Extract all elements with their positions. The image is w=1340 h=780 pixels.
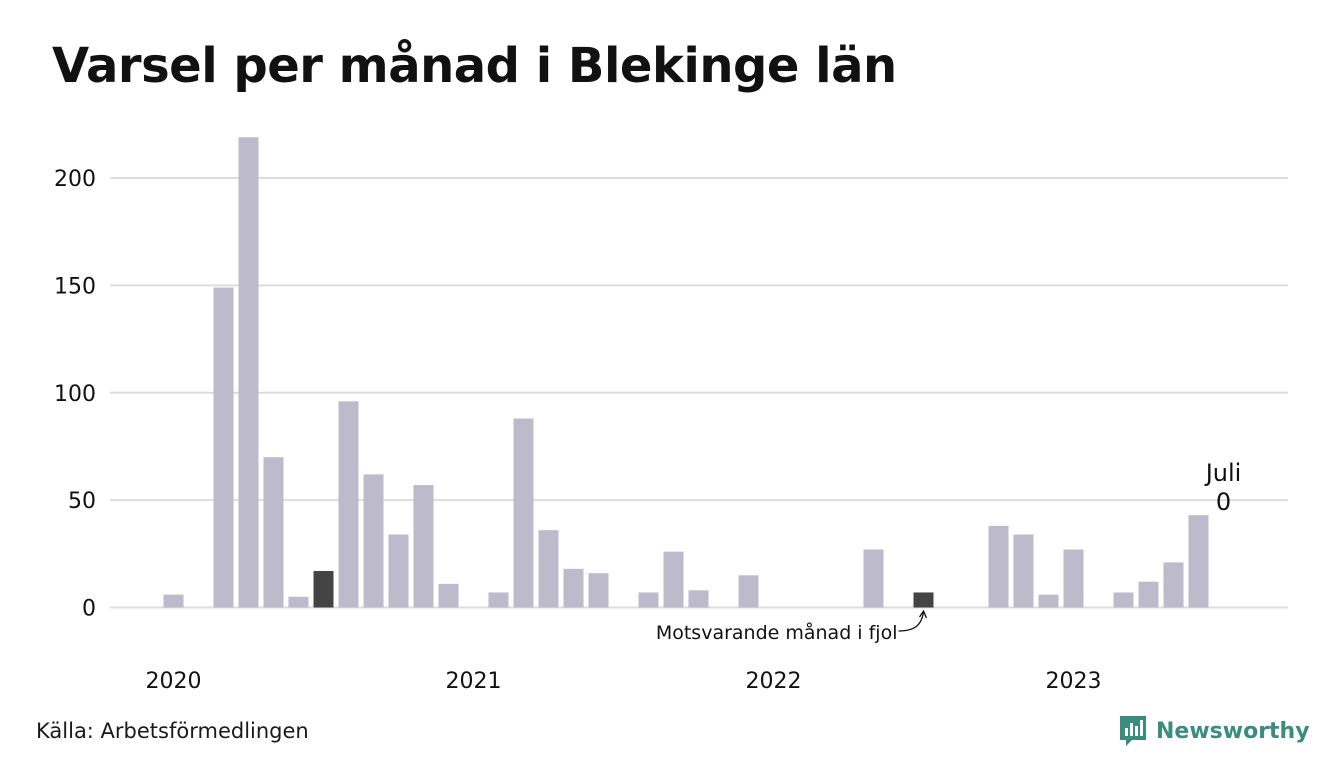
chart-speech-icon: [1120, 716, 1146, 746]
bar: [638, 592, 659, 608]
bar: [563, 568, 584, 608]
latest-month-value: 0: [1216, 488, 1231, 516]
source-credit: Källa: Arbetsförmedlingen: [36, 719, 309, 743]
bar: [263, 457, 284, 608]
bar: [313, 570, 334, 608]
bar: [338, 401, 359, 608]
x-tick-label: 2021: [446, 669, 502, 694]
latest-month-label: Juli: [1204, 459, 1242, 487]
bar: [213, 287, 234, 608]
brand-name: Newsworthy: [1156, 718, 1310, 744]
bar: [1163, 562, 1184, 608]
bar: [1013, 534, 1034, 608]
chart-title: Varsel per månad i Blekinge län: [52, 38, 897, 94]
bar: [588, 573, 609, 608]
y-axis-ticks: 0 50 100 150 200: [54, 167, 96, 622]
bar: [363, 474, 384, 608]
x-tick-label: 2022: [746, 669, 802, 694]
annotation-arrowhead: [918, 609, 928, 619]
bar: [513, 418, 534, 608]
bar: [488, 592, 509, 608]
bar: [913, 592, 934, 608]
bars: [163, 137, 1209, 608]
y-tick-label: 150: [54, 274, 96, 299]
y-tick-label: 0: [82, 597, 96, 622]
previous-year-annotation: Motsvarande månad i fjol: [656, 621, 898, 644]
bar: [688, 590, 709, 608]
x-tick-label: 2023: [1046, 669, 1102, 694]
bar: [663, 551, 684, 608]
y-tick-label: 100: [54, 382, 96, 407]
x-axis-year-labels: 2020 2021 2022 2023: [146, 669, 1102, 694]
bar: [163, 594, 184, 608]
bar: [438, 583, 459, 608]
x-tick-label: 2020: [146, 669, 202, 694]
gridlines: [110, 177, 1288, 609]
bar: [1113, 592, 1134, 608]
y-tick-label: 50: [68, 489, 96, 514]
newsworthy-logo: Newsworthy: [1118, 714, 1310, 748]
bar: [538, 530, 559, 608]
bar: [288, 596, 309, 608]
bar: [413, 485, 434, 608]
bar: [988, 525, 1009, 608]
bar: [1038, 594, 1059, 608]
bar: [1188, 515, 1209, 608]
bar: [1063, 549, 1084, 608]
bar: [238, 137, 259, 608]
bar: [863, 549, 884, 608]
bar: [1138, 581, 1159, 608]
bar: [388, 534, 409, 608]
y-tick-label: 200: [54, 167, 96, 192]
annotation-arrow: [898, 611, 925, 632]
bar: [738, 575, 759, 608]
